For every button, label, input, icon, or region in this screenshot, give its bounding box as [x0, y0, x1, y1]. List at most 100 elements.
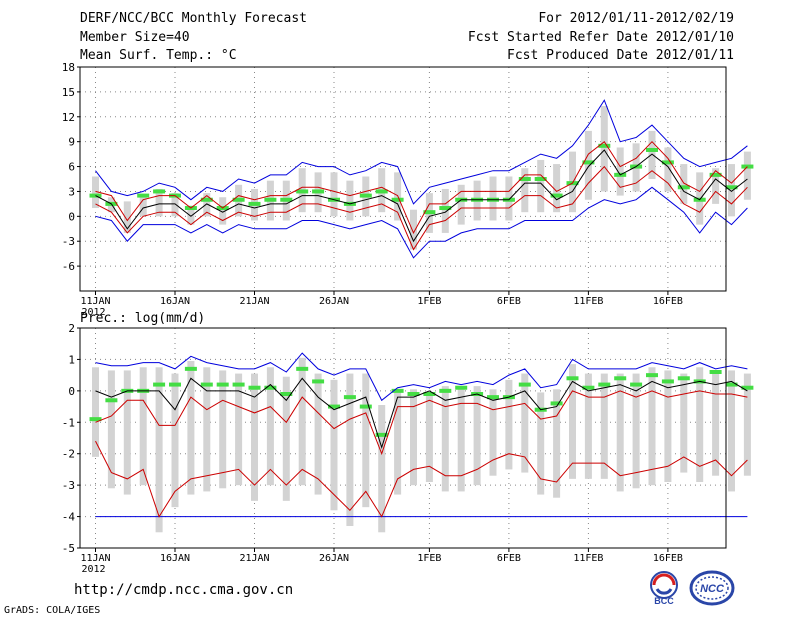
- spread-box: [537, 159, 545, 213]
- spread-box: [584, 130, 592, 200]
- spread-box: [680, 373, 688, 473]
- climate-mark: [614, 376, 627, 381]
- x-tick-label: 1FEB: [417, 553, 441, 564]
- climate-mark: [518, 177, 531, 181]
- spread-box: [712, 168, 720, 204]
- spread-box: [553, 389, 561, 498]
- climate-mark: [677, 376, 690, 381]
- climate-mark: [709, 172, 722, 177]
- climate-mark: [216, 382, 229, 387]
- climate-mark: [232, 197, 245, 202]
- upper-spread-line: [95, 390, 748, 456]
- x-tick-label: 26JAN: [319, 296, 349, 307]
- climate-mark: [296, 189, 309, 194]
- climate-mark: [439, 206, 452, 211]
- x-tick-label: 6FEB: [497, 296, 521, 307]
- max-envelope-line: [95, 99, 748, 205]
- bcc-logo-icon: BCC: [650, 571, 678, 606]
- x-tick-label: 6FEB: [497, 553, 521, 564]
- spread-box: [584, 373, 592, 479]
- lower-spread-line: [95, 165, 748, 251]
- x-tick-label: 16FEB: [653, 296, 683, 307]
- climate-mark: [550, 193, 563, 198]
- x-tick-label: 16JAN: [160, 553, 190, 564]
- y-tick-label: 0: [68, 385, 75, 398]
- climate-mark: [741, 164, 754, 169]
- climate-mark: [248, 201, 261, 206]
- climate-mark: [725, 382, 738, 387]
- spread-box: [521, 168, 529, 213]
- spread-box: [712, 373, 720, 476]
- climate-mark: [677, 185, 690, 190]
- spread-box: [537, 392, 545, 495]
- spread-box: [282, 376, 290, 501]
- spread-box: [553, 164, 561, 213]
- chart-title: DERF/NCC/BCC Monthly Forecast: [80, 11, 307, 26]
- bcc-logo: BCC: [645, 570, 683, 606]
- y-tick-label: 6: [68, 161, 75, 174]
- spread-box: [664, 370, 672, 482]
- climate-mark: [343, 395, 356, 400]
- spread-box: [219, 370, 227, 489]
- climate-mark: [89, 417, 102, 422]
- spread-box: [123, 370, 131, 495]
- spread-box: [362, 373, 370, 508]
- x-tick-label: 11JAN: [80, 296, 110, 307]
- climate-mark: [153, 382, 166, 387]
- climate-mark: [741, 385, 754, 390]
- climate-mark: [455, 385, 468, 390]
- spread-box: [664, 147, 672, 192]
- climate-mark: [375, 432, 388, 437]
- climate-mark: [550, 401, 563, 406]
- spread-box: [743, 151, 751, 200]
- spread-box: [92, 367, 99, 457]
- climate-mark: [200, 382, 213, 387]
- spread-box: [616, 373, 624, 492]
- spread-box: [473, 386, 481, 486]
- source-url: http://cmdp.ncc.cma.gov.cn: [74, 582, 294, 598]
- climate-mark: [487, 395, 499, 400]
- y-tick-label: -2: [62, 448, 75, 461]
- y-tick-label: -3: [62, 479, 75, 492]
- climate-mark: [598, 143, 611, 148]
- y-tick-label: 1: [68, 353, 75, 366]
- member-size: Member Size=40: [80, 30, 190, 45]
- spread-box: [600, 105, 608, 192]
- y-tick-label: 15: [62, 86, 75, 99]
- climate-mark: [328, 404, 340, 409]
- y-tick-label: 0: [68, 210, 75, 223]
- spread-box: [330, 379, 338, 511]
- grads-credit: GrADS: COLA/IGES: [4, 605, 101, 616]
- spread-box: [728, 370, 735, 492]
- upper-spread-line: [95, 140, 748, 235]
- climate-mark: [137, 193, 150, 198]
- spread-box: [171, 193, 179, 217]
- spread-box: [600, 373, 608, 479]
- spread-box: [219, 197, 227, 225]
- climate-mark: [169, 382, 181, 387]
- spread-box: [203, 193, 211, 217]
- ncc-logo: NCC: [688, 570, 736, 606]
- climate-mark: [534, 177, 547, 181]
- ensemble-mean-line: [95, 377, 748, 450]
- spread-box: [139, 197, 147, 217]
- spread-box: [378, 405, 386, 533]
- spread-box: [171, 373, 179, 508]
- x-tick-label: 2012: [82, 564, 106, 575]
- spread-box: [123, 201, 131, 233]
- climate-mark: [709, 370, 722, 374]
- y-tick-label: -4: [62, 511, 76, 524]
- climate-mark: [391, 197, 404, 202]
- lower-spread-line: [95, 440, 748, 518]
- climate-mark: [153, 189, 166, 194]
- forecast-produced: Fcst Produced Date 2012/01/11: [507, 48, 734, 63]
- y-tick-label: -6: [62, 260, 75, 273]
- spread-box: [346, 373, 354, 526]
- climate-mark: [312, 189, 325, 194]
- climate-mark: [280, 392, 293, 396]
- prec-label: Prec.: log(mm/d): [80, 311, 206, 326]
- x-tick-label: 11JAN: [80, 553, 110, 564]
- variable-label: Mean Surf. Temp.: °C: [80, 48, 237, 63]
